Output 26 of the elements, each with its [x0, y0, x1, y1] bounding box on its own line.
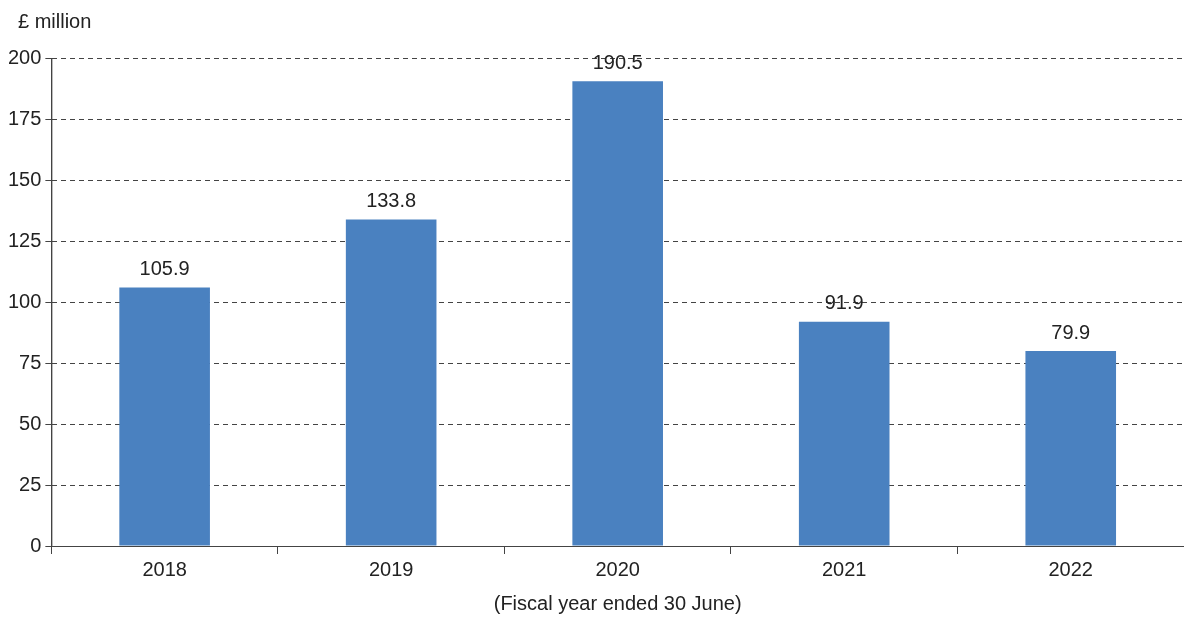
y-tick-label: 100	[7, 289, 42, 312]
bar	[345, 219, 437, 546]
y-tick-label: 0	[30, 533, 42, 556]
data-label: 79.9	[1051, 320, 1091, 343]
y-tick-label: 25	[19, 472, 42, 495]
x-tick-label: 2018	[142, 557, 187, 580]
x-axis-title: (Fiscal year ended 30 June)	[493, 591, 742, 614]
bar	[572, 81, 663, 546]
y-tick-label: 50	[19, 411, 42, 434]
y-tick-label: 125	[7, 228, 42, 251]
x-tick-label: 2019	[368, 557, 414, 580]
y-tick-label: 200	[7, 45, 42, 68]
x-tick-label: 2020	[595, 557, 640, 580]
x-tick-label: 2022	[1048, 557, 1093, 580]
y-tick-label: 150	[7, 167, 42, 190]
x-tick-label: 2021	[821, 557, 867, 580]
y-axis-title: £ million	[18, 9, 92, 32]
bar	[798, 321, 890, 546]
data-label: 105.9	[139, 257, 190, 280]
data-label: 190.5	[592, 50, 643, 73]
bar	[1025, 351, 1117, 546]
data-label: 133.8	[366, 189, 417, 212]
data-label: 91.9	[824, 291, 864, 314]
y-tick-label: 75	[19, 350, 42, 373]
y-tick-label: 175	[7, 106, 42, 129]
bar	[119, 287, 210, 546]
